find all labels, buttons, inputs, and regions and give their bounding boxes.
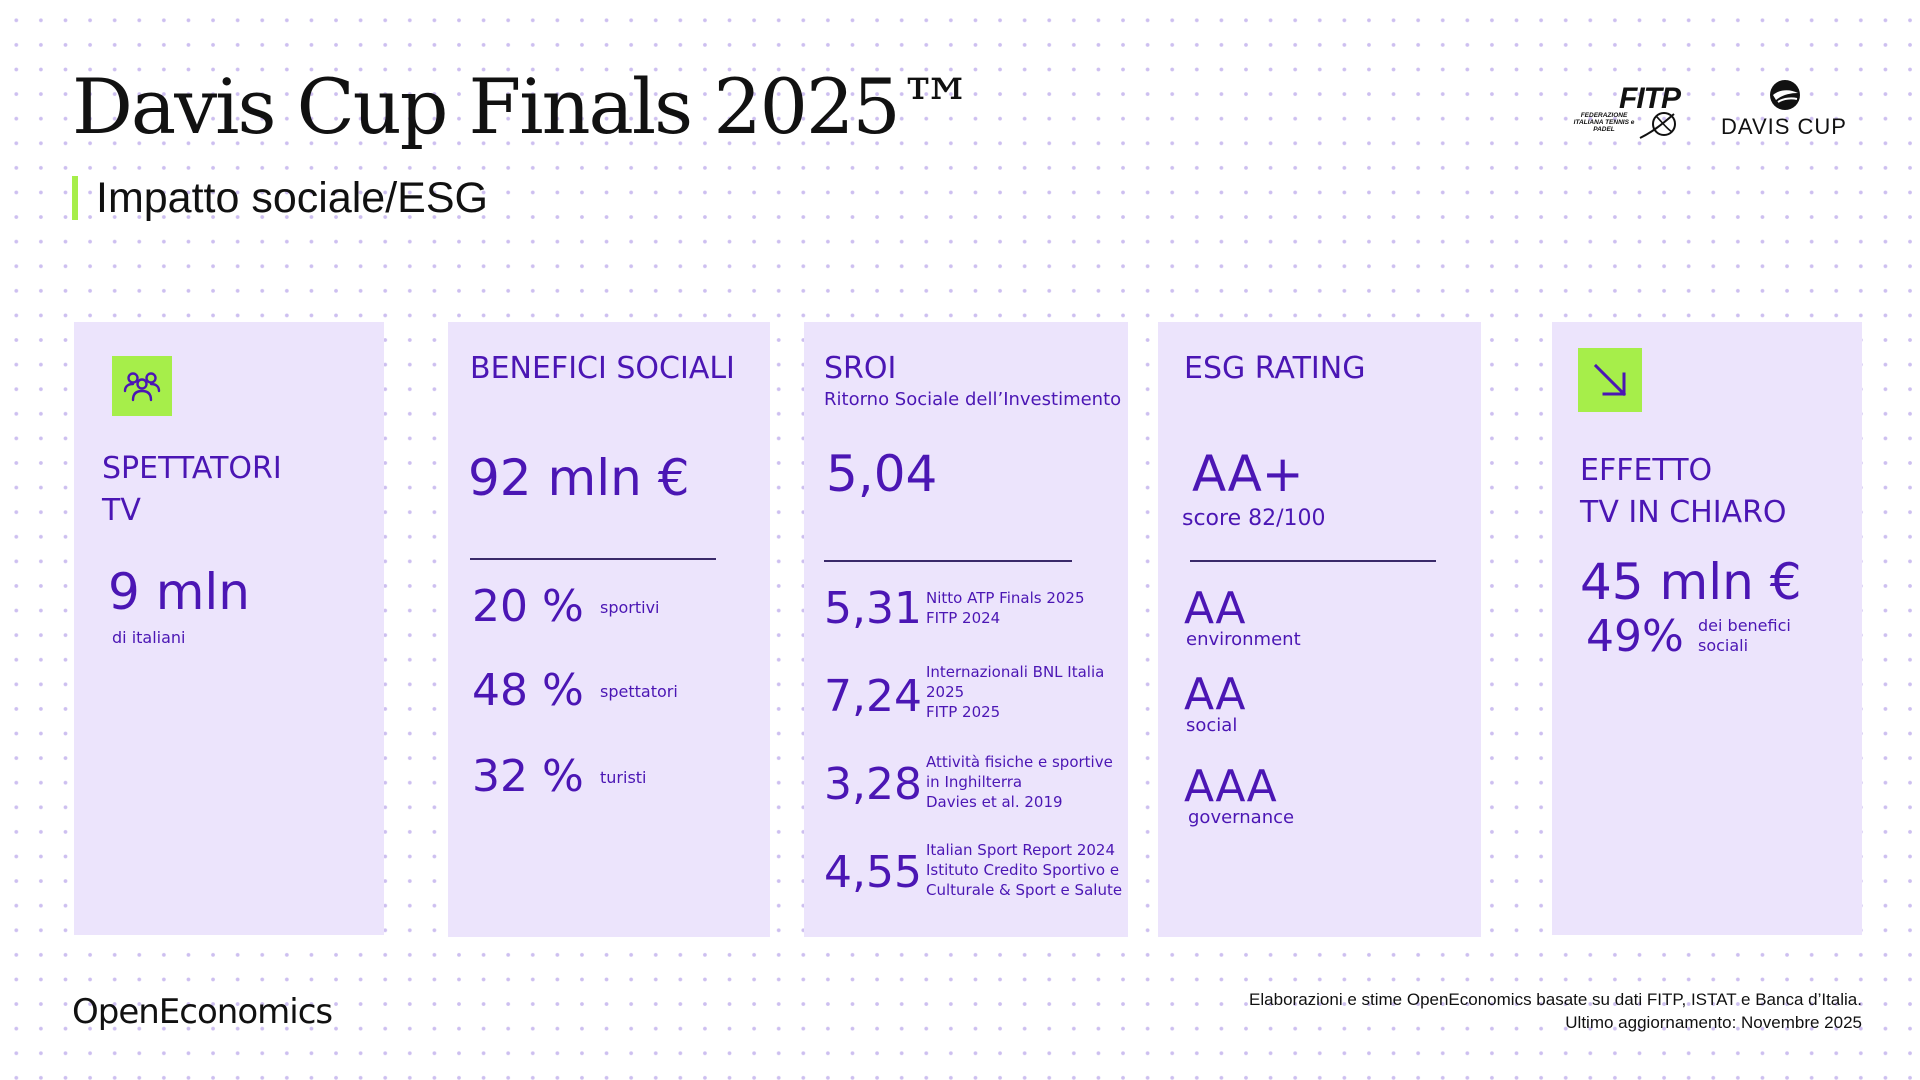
sroi-divider xyxy=(824,560,1072,562)
card-esg-rating: ESG RATING AA+ score 82/100 AA environme… xyxy=(1158,322,1481,937)
sroi-row-source: Davies et al. 2019 xyxy=(926,793,1063,811)
sroi-row-value: 4,55 xyxy=(824,847,922,898)
esg-divider xyxy=(1190,560,1436,562)
footer-note: Elaborazioni e stime OpenEconomics basat… xyxy=(1249,988,1862,1034)
benefici-row-label: turisti xyxy=(600,768,647,787)
effetto-title-line2: TV IN CHIARO xyxy=(1580,495,1787,530)
effetto-value: 45 mln € xyxy=(1580,553,1802,611)
benefici-value: 92 mln € xyxy=(468,449,690,507)
openeconomics-logo: OpenEconomics xyxy=(72,992,333,1032)
benefici-divider xyxy=(470,558,716,560)
tennis-ball-icon xyxy=(1639,112,1676,139)
sroi-subtitle: Ritorno Sociale dell’Investimento xyxy=(824,389,1122,410)
card-benefici-sociali: BENEFICI SOCIALI 92 mln € 20 % sportivi … xyxy=(448,322,770,937)
sroi-row-source: FITP 2025 xyxy=(926,703,1001,721)
benefici-row-value: 48 % xyxy=(472,665,584,716)
footer-note-line2: Ultimo aggiornamento: Novembre 2025 xyxy=(1565,1013,1862,1032)
fitp-logo-fine: FEDERAZIONE ITALIANA TENNIS e PADEL xyxy=(1573,112,1635,133)
spettatori-value: 9 mln xyxy=(108,563,250,621)
page-title: Davis Cup Finals 2025™ xyxy=(72,62,975,151)
sroi-value: 5,04 xyxy=(826,445,938,503)
effetto-pct-label-line2: sociali xyxy=(1698,636,1749,655)
arrow-down-right-icon xyxy=(1578,348,1642,412)
effetto-pct-label-line1: dei benefici xyxy=(1698,616,1791,635)
sroi-row-source: Nitto ATP Finals 2025 xyxy=(926,589,1085,607)
esg-row-value: AA xyxy=(1184,669,1246,720)
esg-row-value: AAA xyxy=(1184,761,1277,812)
sroi-row-source: in Inghilterra xyxy=(926,773,1023,791)
benefici-title: BENEFICI SOCIALI xyxy=(470,351,735,386)
sroi-row-source: Internazionali BNL Italia xyxy=(926,663,1105,681)
davis-cup-logo: DAVIS CUP xyxy=(1706,78,1862,142)
page-subtitle: Impatto sociale/ESG xyxy=(72,176,488,220)
benefici-row-label: sportivi xyxy=(600,598,660,617)
card-spettatori-tv: SPETTATORI TV 9 mln di italiani xyxy=(74,322,384,935)
fitp-logo: FITP FEDERAZIONE ITALIANA TENNIS e PADEL xyxy=(1566,82,1684,144)
spettatori-caption: di italiani xyxy=(112,628,186,647)
esg-score: score 82/100 xyxy=(1182,506,1326,531)
esg-row-label: governance xyxy=(1188,807,1295,828)
sroi-row-source: Istituto Credito Sportivo e xyxy=(926,861,1120,879)
sroi-title: SROI xyxy=(824,351,897,386)
card-effetto-tv: EFFETTO TV IN CHIARO 45 mln € 49% dei be… xyxy=(1552,322,1862,935)
sroi-row-source: Attività fisiche e sportive xyxy=(926,753,1113,771)
spettatori-title-line1: SPETTATORI xyxy=(102,451,282,486)
spettatori-title-line2: TV xyxy=(102,493,141,528)
esg-row-value: AA xyxy=(1184,583,1246,634)
esg-row-label: social xyxy=(1186,715,1238,736)
benefici-row-value: 20 % xyxy=(472,581,584,632)
fitp-logo-word: FITP xyxy=(1619,82,1681,115)
esg-value: AA+ xyxy=(1192,445,1304,503)
sroi-row-value: 5,31 xyxy=(824,583,922,634)
sroi-row-source: FITP 2024 xyxy=(926,609,1001,627)
davis-cup-logo-word: DAVIS CUP xyxy=(1721,114,1847,139)
card-sroi: SROI Ritorno Sociale dell’Investimento 5… xyxy=(804,322,1128,937)
sroi-row-value: 7,24 xyxy=(824,671,922,722)
benefici-row-value: 32 % xyxy=(472,751,584,802)
sroi-row-source: Italian Sport Report 2024 xyxy=(926,841,1116,859)
footer-note-line1: Elaborazioni e stime OpenEconomics basat… xyxy=(1249,990,1862,1009)
sroi-row-value: 3,28 xyxy=(824,759,922,810)
effetto-pct: 49% xyxy=(1586,611,1684,662)
effetto-title-line1: EFFETTO xyxy=(1580,453,1713,488)
esg-row-label: environment xyxy=(1186,629,1301,650)
esg-title: ESG RATING xyxy=(1184,351,1366,386)
sroi-row-source: Culturale & Sport e Salute xyxy=(926,881,1123,899)
people-icon xyxy=(112,356,172,416)
sroi-row-source: 2025 xyxy=(926,683,965,701)
davis-cup-emblem-icon xyxy=(1770,80,1800,110)
benefici-row-label: spettatori xyxy=(600,682,678,701)
